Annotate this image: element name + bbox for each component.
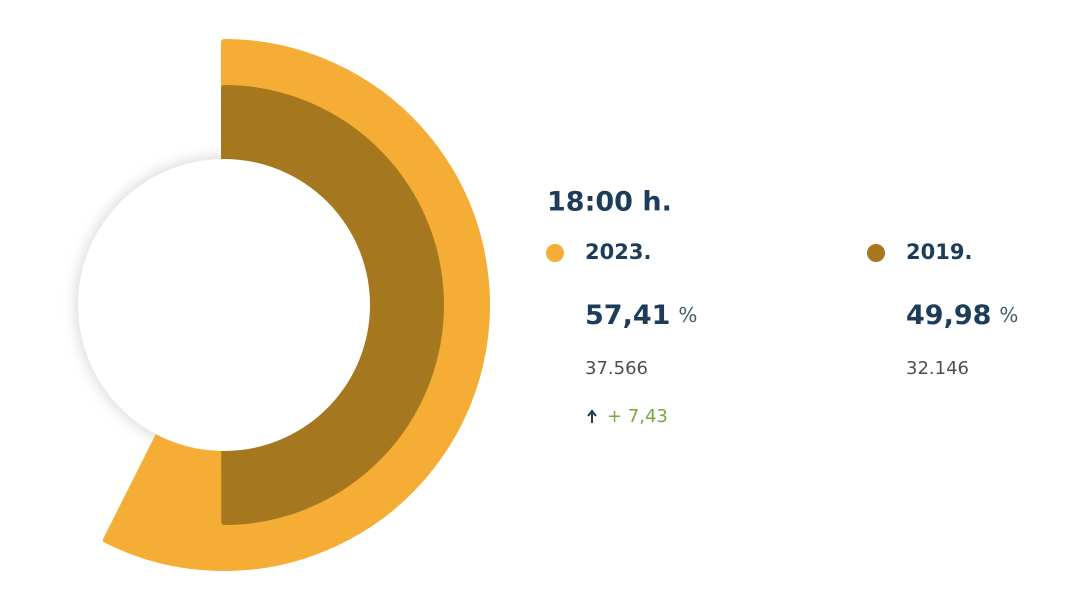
value-unit: % (999, 303, 1018, 327)
up-arrow (587, 409, 597, 423)
value-label: 57,41% (585, 300, 697, 331)
legend-label: 2023. (585, 240, 651, 264)
value-number: 49,98 (906, 300, 991, 331)
value-unit: % (678, 303, 697, 327)
legend-dot (546, 244, 564, 262)
legend-label: 2019. (906, 240, 972, 264)
value-label: 49,98% (906, 300, 1018, 331)
count-label: 37.566 (585, 358, 648, 379)
count-label: 32.146 (906, 358, 969, 379)
legend-dot (867, 244, 885, 262)
value-number: 57,41 (585, 300, 670, 331)
center-disc (78, 159, 370, 451)
chart-title: 18:00 h. (547, 187, 672, 218)
change-label: + 7,43 (607, 406, 668, 427)
